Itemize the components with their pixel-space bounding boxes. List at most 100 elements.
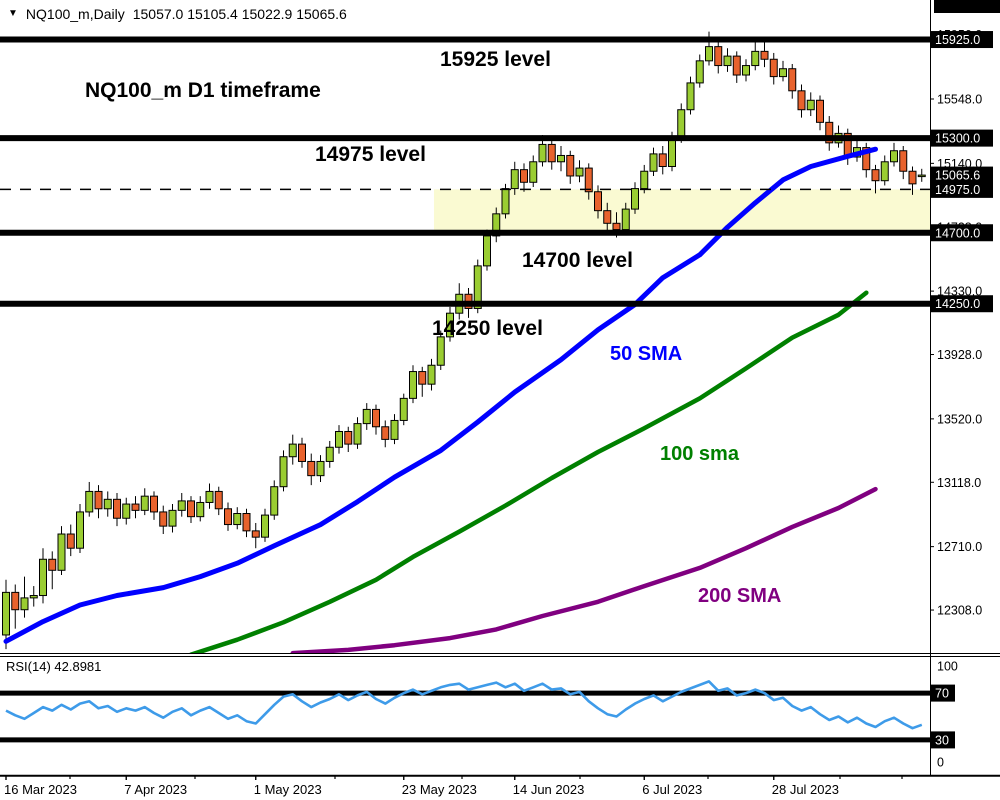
candle-bullish: [20, 597, 29, 611]
candle-bullish: [779, 68, 787, 78]
price-level-label-box: [931, 31, 993, 49]
candle-bearish: [66, 533, 75, 549]
rsi-level-label-box: [931, 731, 955, 749]
price-level-label-box: [931, 129, 993, 147]
rsi-line: [5, 680, 923, 730]
candle-bullish: [649, 153, 658, 172]
candle-bearish: [418, 371, 427, 385]
price-level-label: 15065.6: [935, 169, 980, 183]
price-level-label: 15925.0: [935, 33, 980, 47]
candle-bullish: [529, 161, 538, 183]
candle-bullish: [335, 430, 343, 448]
support-zone: [433, 189, 930, 233]
candle-bullish: [353, 423, 362, 445]
candle-bearish: [566, 154, 575, 177]
candle-bullish: [57, 533, 66, 571]
candle-bearish: [603, 210, 612, 224]
candle-bearish: [816, 99, 824, 123]
candle-bullish: [446, 312, 454, 338]
candle-bullish: [76, 511, 84, 549]
price-level-label-box: [931, 224, 993, 242]
sma-50-line: [3, 146, 878, 644]
candle-bearish: [732, 55, 741, 76]
candle-bullish: [575, 167, 584, 177]
candle-bearish: [344, 430, 353, 445]
price-axis-label: 13928.0: [937, 348, 982, 362]
candle-bullish: [233, 513, 242, 526]
candle-bearish: [547, 143, 556, 163]
rsi-level-label-box: [931, 684, 955, 702]
candle-bearish: [113, 498, 121, 519]
candle-bullish: [492, 213, 501, 237]
candle-bearish: [714, 46, 723, 67]
candle-bullish: [177, 500, 186, 511]
candle-bullish: [705, 46, 713, 62]
price-level-label-box: [931, 295, 993, 313]
candle-bearish: [908, 170, 917, 185]
candle-bullish: [409, 371, 417, 399]
candle-bullish: [742, 65, 750, 76]
candle-bullish: [122, 503, 131, 519]
date-axis-label: 14 Jun 2023: [513, 782, 585, 797]
candle-bearish: [899, 150, 908, 172]
date-axis-label: 16 Mar 2023: [4, 782, 77, 797]
candle-bullish: [316, 460, 325, 477]
price-axis-label: 12308.0: [937, 604, 982, 618]
date-axis-label: 1 May 2023: [254, 782, 322, 797]
candle-bullish: [196, 501, 205, 518]
price-level-label: 14975.0: [935, 183, 980, 197]
symbol-title: NQ100_m,Daily: [25, 6, 125, 22]
price-axis-label: 13520.0: [937, 412, 982, 426]
price-axis-label: 14330.0: [937, 285, 982, 299]
symbol-dropdown-icon[interactable]: ▼: [8, 8, 18, 19]
annotation-sma100: 100 sma: [660, 443, 739, 465]
candle-bullish: [362, 408, 371, 425]
candle-bullish: [85, 490, 94, 513]
rsi-axis-label: 0: [937, 756, 944, 770]
candle-bullish: [2, 591, 10, 636]
candle-bullish: [39, 558, 47, 597]
candle-bullish: [140, 495, 149, 511]
candle-bullish: [677, 109, 686, 139]
candle-bullish: [288, 443, 297, 458]
candle-bullish: [621, 208, 630, 231]
candle-bearish: [94, 490, 103, 510]
rsi-level-label: 70: [935, 687, 949, 701]
candle-bearish: [224, 508, 232, 526]
candle-bearish: [788, 68, 797, 92]
candle-bullish: [806, 99, 815, 111]
candle-bearish: [307, 460, 316, 477]
clipped-top-price-label: [934, 0, 1000, 13]
annotation-sma50: 50 SMA: [610, 343, 683, 365]
annotation-level-15925: 15925 level: [440, 48, 551, 71]
candle-bullish: [723, 55, 732, 67]
candle-bearish: [797, 90, 806, 111]
candle-bearish: [520, 169, 528, 183]
candle-bullish: [557, 154, 565, 163]
candle-bullish: [483, 235, 491, 267]
candle-bullish: [668, 137, 676, 168]
candle-bearish: [381, 426, 390, 440]
candle-bullish: [399, 397, 408, 421]
candle-bullish: [751, 50, 760, 67]
candle-bearish: [825, 121, 834, 144]
candle-bullish: [325, 446, 334, 462]
candle-bearish: [658, 153, 667, 168]
candle-bearish: [150, 495, 158, 513]
candle-bullish: [473, 265, 482, 309]
annotation-sma200: 200 SMA: [698, 585, 782, 607]
price-axis-label: 15548.0: [937, 93, 982, 107]
rsi-level-label: 30: [935, 733, 949, 747]
candle-bullish: [205, 490, 214, 503]
date-axis-label: 28 Jul 2023: [772, 782, 839, 797]
sma-100-line: [189, 290, 869, 653]
candle-bearish: [584, 167, 593, 193]
candle-bearish: [372, 408, 380, 428]
sma-200-line: [290, 486, 878, 653]
candle-bullish: [501, 188, 510, 215]
annotation-level-14975: 14975 level: [315, 143, 426, 166]
candle-bullish: [880, 161, 889, 182]
candle-bearish: [594, 191, 602, 212]
